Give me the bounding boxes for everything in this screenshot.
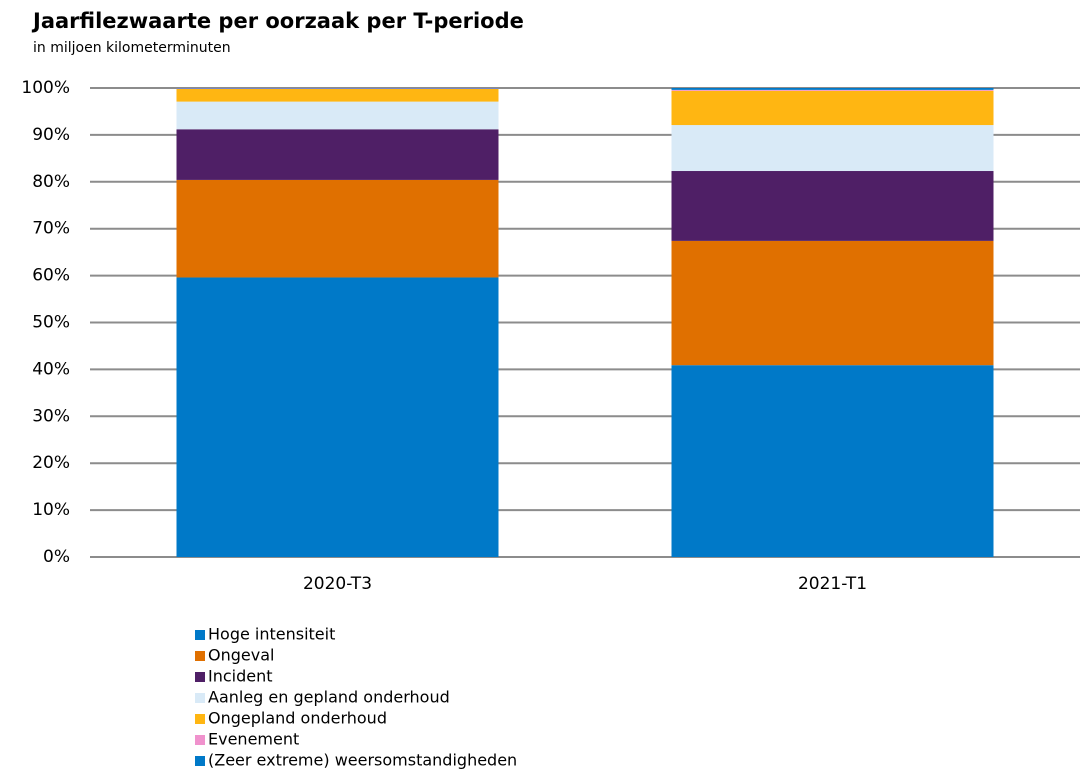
- legend-label: Hoge intensiteit: [208, 625, 335, 644]
- y-tick-label: 20%: [32, 453, 70, 473]
- y-tick-label: 30%: [32, 406, 70, 426]
- y-tick-label: 40%: [32, 359, 70, 379]
- legend-label: Evenement: [208, 730, 299, 749]
- bar-segment: [671, 90, 994, 126]
- y-tick-label: 100%: [21, 78, 70, 98]
- legend-swatch: [195, 756, 205, 766]
- bar-segment: [671, 171, 994, 241]
- bar-segment: [176, 129, 499, 180]
- bar-segment: [176, 101, 499, 130]
- legend-label: (Zeer extreme) weersomstandigheden: [208, 751, 517, 769]
- legend-swatch: [195, 630, 205, 640]
- bar-segment: [176, 277, 499, 557]
- y-tick-label: 50%: [32, 313, 70, 333]
- y-tick-label: 80%: [32, 172, 70, 192]
- legend-label: Ongeval: [208, 646, 274, 665]
- bar-segment: [176, 88, 499, 102]
- legend-swatch: [195, 714, 205, 724]
- bar-segment: [671, 125, 994, 172]
- chart-subtitle: in miljoen kilometerminuten: [33, 40, 231, 56]
- legend-swatch: [195, 651, 205, 661]
- x-tick-label: 2020-T3: [303, 574, 372, 594]
- x-tick-label: 2021-T1: [798, 574, 867, 594]
- bar-segment: [176, 179, 499, 278]
- chart-title: Jaarfilezwaarte per oorzaak per T-period…: [31, 9, 524, 33]
- legend-label: Incident: [208, 667, 273, 686]
- legend-label: Ongepland onderhoud: [208, 709, 387, 728]
- legend-swatch: [195, 735, 205, 745]
- legend-swatch: [195, 693, 205, 703]
- y-tick-label: 90%: [32, 125, 70, 145]
- bar-segment: [671, 89, 994, 91]
- bar-segment: [671, 240, 994, 366]
- y-tick-label: 10%: [32, 500, 70, 520]
- y-tick-label: 70%: [32, 219, 70, 239]
- legend-label: Aanleg en gepland onderhoud: [208, 688, 450, 707]
- bar-segment: [671, 365, 994, 557]
- bar-segment: [671, 88, 994, 90]
- y-tick-label: 60%: [32, 266, 70, 286]
- y-tick-label: 0%: [43, 547, 70, 567]
- legend-swatch: [195, 672, 205, 682]
